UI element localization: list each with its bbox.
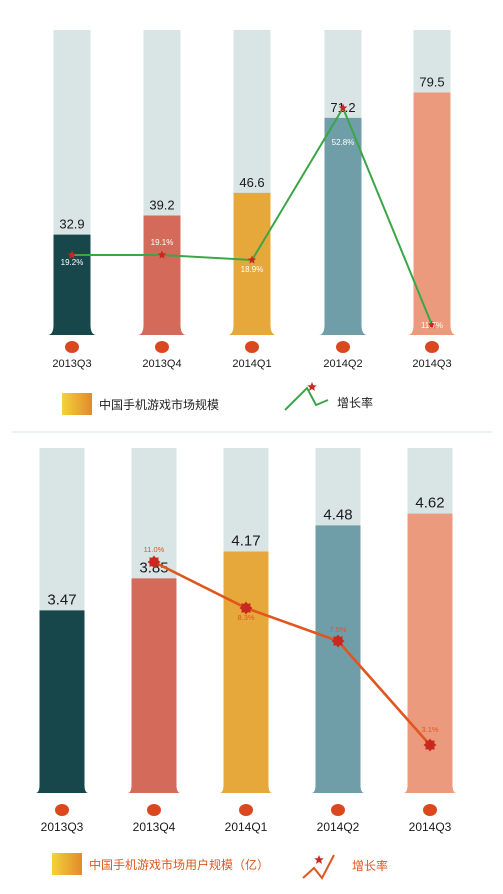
legend-line-label: 增长率 — [352, 858, 388, 873]
growth-point — [247, 255, 257, 264]
bar — [227, 192, 277, 335]
bar-value-label: 32.9 — [59, 217, 84, 232]
bar — [403, 513, 457, 793]
growth-point — [157, 250, 167, 259]
bar-value-label: 4.48 — [323, 506, 352, 523]
category-tick-label: 2014Q2 — [323, 358, 362, 370]
category-dot — [65, 341, 79, 353]
legend-line-swatch — [302, 854, 335, 880]
growth-value-label: 11.7% — [421, 321, 443, 330]
category-dot — [336, 341, 350, 353]
growth-value-label: 52.8% — [332, 138, 355, 147]
bar — [127, 578, 181, 793]
growth-point — [423, 738, 437, 752]
category-tick-label: 2014Q3 — [409, 820, 452, 834]
legend-bar-swatch — [52, 853, 82, 875]
bar-value-label: 39.2 — [149, 197, 174, 212]
bar-value-label: 46.6 — [239, 175, 264, 190]
legend-line-label: 增长率 — [337, 395, 373, 410]
category-tick-label: 2013Q3 — [52, 358, 91, 370]
category-dot — [239, 804, 253, 816]
bar — [318, 117, 368, 335]
category-tick-label: 2013Q3 — [41, 820, 84, 834]
category-dot — [245, 341, 259, 353]
category-dot — [155, 341, 169, 353]
category-tick-label: 2014Q1 — [232, 358, 271, 370]
growth-value-label: 19.1% — [151, 238, 174, 247]
legend-bar-label: 中国手机游戏市场规模 — [99, 397, 219, 412]
growth-point — [147, 555, 161, 569]
growth-point — [67, 250, 77, 259]
legend-marker-icon — [307, 382, 317, 391]
growth-value-label: 18.9% — [241, 265, 264, 274]
growth-point — [338, 103, 348, 112]
growth-value-label: 3.1% — [421, 725, 438, 734]
category-tick-label: 2014Q1 — [225, 820, 268, 834]
growth-point — [239, 601, 253, 615]
bar — [407, 92, 457, 336]
bar — [137, 215, 187, 335]
legend-1: 中国手机游戏市场规模 增长率 — [62, 382, 373, 415]
bar-value-label: 3.47 — [47, 591, 76, 608]
bar — [35, 610, 89, 793]
category-dot — [55, 804, 69, 816]
category-tick-label: 2013Q4 — [133, 820, 176, 834]
bar — [219, 551, 273, 793]
category-tick-label: 2013Q4 — [142, 358, 181, 370]
category-tick-label: 2014Q2 — [317, 820, 360, 834]
growth-value-label: 8.3% — [237, 613, 254, 622]
category-tick-label: 2014Q3 — [412, 358, 451, 370]
legend-marker-icon — [314, 855, 324, 864]
bar — [47, 234, 97, 335]
legend-bar-swatch — [62, 393, 92, 415]
growth-value-label: 7.5% — [329, 625, 346, 634]
bar-value-label: 4.62 — [415, 495, 444, 512]
category-dot — [425, 341, 439, 353]
legend-bar-label: 中国手机游戏市场用户规模（亿） — [89, 857, 269, 872]
growth-line — [153, 560, 431, 746]
legend-line-swatch — [284, 386, 329, 411]
user-size-chart: 3.472013Q33.852013Q44.172014Q14.482014Q2… — [35, 448, 457, 834]
bar-value-label: 4.17 — [231, 533, 260, 550]
growth-point — [427, 320, 437, 329]
growth-value-label: 11.0% — [144, 545, 165, 554]
growth-point — [331, 634, 345, 648]
category-dot — [423, 804, 437, 816]
legend-2: 中国手机游戏市场用户规模（亿） 增长率 — [52, 853, 388, 880]
category-dot — [331, 804, 345, 816]
bar-value-label: 79.5 — [419, 75, 444, 90]
growth-value-label: 19.2% — [61, 258, 84, 267]
category-dot — [147, 804, 161, 816]
market-size-chart: 32.92013Q339.22013Q446.62014Q171.22014Q2… — [47, 30, 457, 370]
bar — [311, 525, 365, 793]
